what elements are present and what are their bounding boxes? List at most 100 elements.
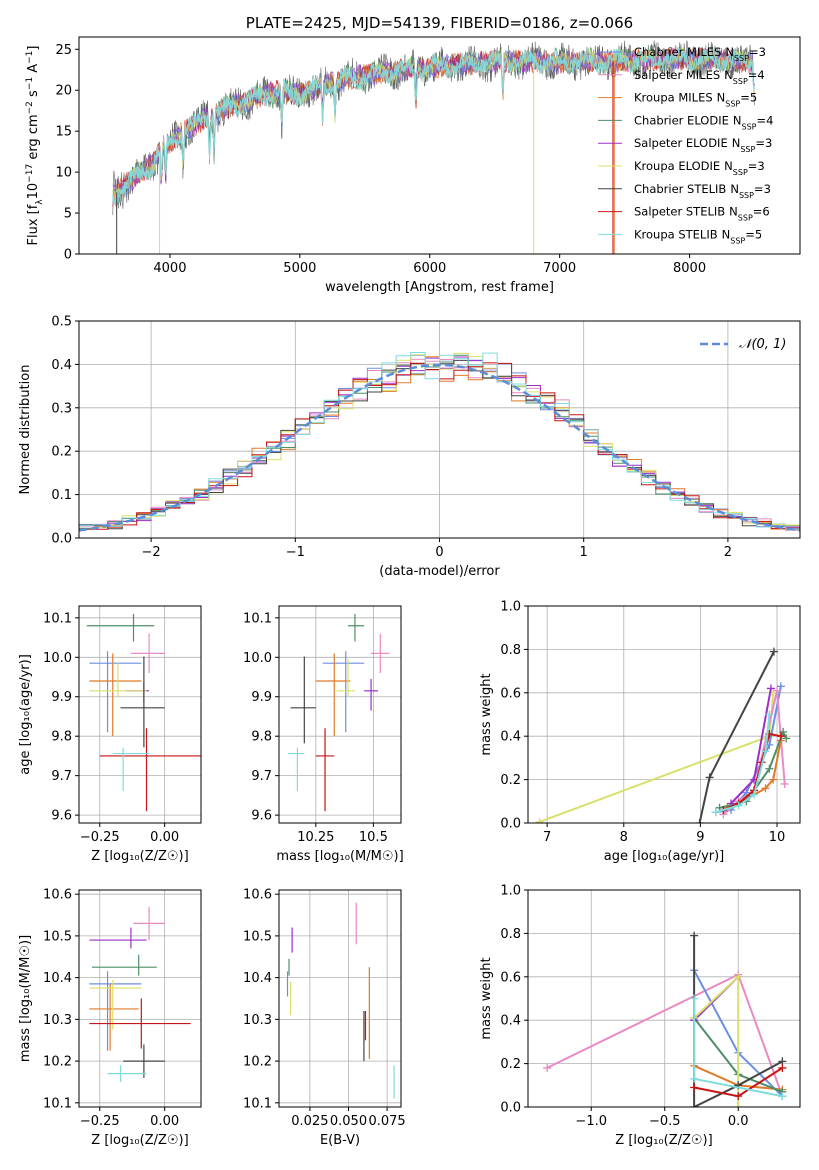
x-axis-label: Z [log₁₀(Z/Z☉)] [91, 1133, 188, 1148]
legend-series-name: Kroupa ELODIE [634, 159, 720, 173]
legend-label-kroupa-miles: Kroupa MILES NSSP=5 [634, 91, 757, 109]
weight-marker [690, 994, 699, 1003]
errorbar-point-kroupa-elodie [89, 663, 147, 697]
y-tick-label: 9.9 [251, 690, 272, 705]
legend-equals: = [754, 182, 764, 196]
plot-area-mass-vs-ebv [286, 902, 395, 1099]
y-tick-label: 0.1 [51, 488, 72, 503]
panel-age-vs-z: −0.25 0.00 9.6 9.7 9.8 9.9 10.0 10.1 Z [log₁₀(Z/… [18, 605, 202, 864]
legend-n-subscript: SSP [733, 168, 748, 177]
y-axis-label-part: λ [35, 199, 45, 205]
y-tick-label: 9.9 [51, 690, 72, 705]
x-axis-label: mass [log₁₀(M/M☉)] [276, 849, 403, 864]
y-axis-label-part: −2 [25, 101, 35, 114]
weight-marker [769, 775, 778, 784]
errorbar-point-kroupa-miles [89, 653, 142, 737]
panel-weight-vs-age: 7 8 9 10 0.0 0.2 0.4 0.6 0.8 1.0 age [log₁₀(age/yr… [479, 600, 801, 864]
errorbar-point-kroupa-elodie [336, 659, 355, 697]
legend-n-symbol: N [724, 159, 733, 173]
errorbar-point-salpeter-miles [371, 633, 390, 674]
weight-marker [782, 734, 791, 743]
y-tick-label: 9.8 [251, 730, 272, 745]
y-tick-label: 0.0 [500, 817, 521, 832]
legend-n-ssp: 6 [762, 205, 769, 219]
weight-marker [766, 684, 775, 693]
y-tick-label: 0.2 [500, 1057, 521, 1072]
x-tick-label: 1 [580, 545, 588, 560]
x-tick-label: 9 [696, 830, 704, 845]
x-tick-label: 10.5 [359, 830, 388, 845]
legend-equals: = [745, 227, 755, 241]
plot-area-spectrum [112, 40, 756, 254]
y-axis-label-part: −1 [25, 77, 35, 90]
legend-series-name: Salpeter ELODIE [634, 136, 728, 150]
y-tick-label: 10.2 [243, 1055, 272, 1070]
legend-n-symbol: N [732, 136, 741, 150]
x-tick-label: −1.0 [575, 1114, 607, 1129]
legend-label-chabrier-stelib: Chabrier STELIB NSSP=3 [634, 182, 771, 200]
y-tick-label: 10.1 [243, 1096, 272, 1111]
y-axis-label-part: −1 [25, 51, 35, 64]
y-tick-label: 25 [55, 43, 72, 58]
panel-residuals: −2 −1 0 1 2 0.0 0.1 0.2 0.3 0.4 0.5 (data-model)/er… [18, 315, 801, 579]
panel-mass-vs-z: −0.25 0.00 10.1 10.2 10.3 10.4 10.5 10.6 Z [log₁… [18, 888, 202, 1148]
panel-weight-vs-z: −1.0 −0.5 0.0 0.0 0.2 0.4 0.6 0.8 1.0 Z [log₁₀(Z/… [479, 884, 801, 1148]
legend-label-kroupa-elodie: Kroupa ELODIE NSSP=3 [634, 159, 765, 177]
x-tick-label: 0.025 [291, 1114, 328, 1129]
errorbar-point-salpeter-elodie [125, 682, 150, 703]
y-tick-label: 10.6 [43, 888, 72, 903]
y-tick-label: 0.0 [500, 1101, 521, 1116]
y-axis-label-part: A [26, 64, 41, 77]
x-tick-label: −0.25 [80, 1114, 120, 1129]
y-tick-label: 0.4 [500, 730, 521, 745]
legend-n-subscript: SSP [740, 145, 755, 154]
weight-marker [765, 764, 774, 773]
weight-marker [769, 647, 778, 656]
legend-label-salpeter-miles: Salpeter MILES NSSP=4 [634, 68, 765, 86]
y-axis-label: mass weight [479, 957, 494, 1039]
y-tick-label: 15 [55, 125, 72, 140]
y-tick-label: 0.5 [51, 315, 72, 330]
y-tick-label: 5 [64, 207, 72, 222]
legend-n-subscript: SSP [738, 213, 753, 222]
errorbar-point-kroupa-elodie [89, 979, 142, 1030]
weight-marker [711, 808, 720, 817]
legend-n-ssp: 5 [755, 227, 762, 241]
y-tick-label: 10.1 [243, 611, 272, 626]
spectrum-line-chabrier-miles [112, 47, 755, 198]
y-tick-label: 0.8 [500, 927, 521, 942]
legend-series-name: Kroupa STELIB [634, 227, 718, 241]
legend-n-ssp: 3 [757, 159, 764, 173]
axes-frame [78, 320, 801, 539]
legend-n-symbol: N [724, 68, 733, 82]
x-tick-label: 8 [620, 830, 628, 845]
legend-n-subscript: SSP [725, 99, 740, 108]
y-axis-label: Flux [fλ10−17 erg cm−2 s−1 A−1] [25, 46, 45, 246]
y-tick-label: 10.3 [243, 1013, 272, 1028]
y-tick-label: 10.4 [243, 971, 272, 986]
legend-series-name: Chabrier MILES [634, 45, 721, 59]
x-tick-label: 0.050 [330, 1114, 367, 1129]
x-tick-label: 0.00 [150, 830, 179, 845]
axes-frame [527, 889, 801, 1108]
legend-equals: = [740, 91, 750, 105]
legend-label-kroupa-stelib: Kroupa STELIB NSSP=5 [634, 227, 762, 245]
y-axis-label: Normed distribution [18, 365, 33, 495]
spectrum-line-kroupa-stelib [112, 47, 756, 206]
y-tick-label: 9.7 [51, 769, 72, 784]
legend-equals: = [748, 159, 758, 173]
legend-n-subscript: SSP [733, 76, 748, 85]
legend-equals: = [755, 136, 765, 150]
weight-marker [779, 727, 788, 736]
weight-marker [734, 1092, 743, 1101]
legend-series-name: Salpeter MILES [634, 68, 720, 82]
weight-marker [690, 1074, 699, 1083]
legend-series-name: Salpeter STELIB [634, 205, 725, 219]
y-tick-label: 10.2 [43, 1055, 72, 1070]
y-axis-label-part: erg cm [26, 114, 41, 163]
x-tick-label: 5000 [283, 261, 316, 276]
weight-marker [535, 817, 544, 823]
errorbar-point-kroupa-stelib [107, 1065, 147, 1082]
x-axis-label: E(B-V) [320, 1133, 360, 1148]
y-tick-label: 10.0 [43, 651, 72, 666]
